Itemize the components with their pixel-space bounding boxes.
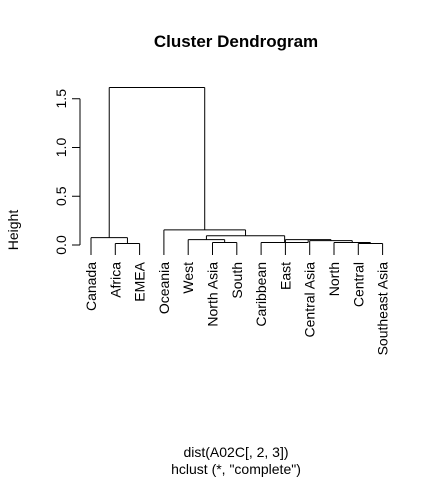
y-tick-label: 0.5 [53,186,69,206]
y-axis: 0.0 0.5 1.0 1.5 [53,89,80,255]
leaf-label: West [180,262,196,294]
leaf-label: East [277,262,293,290]
leaf-label: Central Asia [302,262,318,338]
leaf-label: Central [350,262,366,307]
dendrogram-tree [91,88,383,256]
leaf-label: North [326,262,342,296]
chart-title: Cluster Dendrogram [154,32,318,51]
leaf-label: Caribbean [253,262,269,327]
leaf-label: South [229,262,245,299]
x-axis-label-line2: hclust (*, "complete") [171,461,301,477]
leaf-label: EMEA [132,261,148,301]
y-tick-label: 0.0 [53,235,69,255]
y-tick-label: 1.5 [53,89,69,109]
leaf-label: Southeast Asia [375,262,391,356]
leaf-label: Canada [83,262,99,311]
x-axis-label-line1: dist(A02C[, 2, 3]) [183,444,288,460]
leaf-labels: Canada Africa EMEA Oceania West North Asia Sou… [83,261,391,355]
y-axis-label: Height [5,210,21,251]
leaf-label: Africa [107,262,123,298]
leaf-label: Oceania [156,262,172,314]
leaf-label: North Asia [205,262,221,327]
y-tick-label: 1.0 [53,138,69,158]
